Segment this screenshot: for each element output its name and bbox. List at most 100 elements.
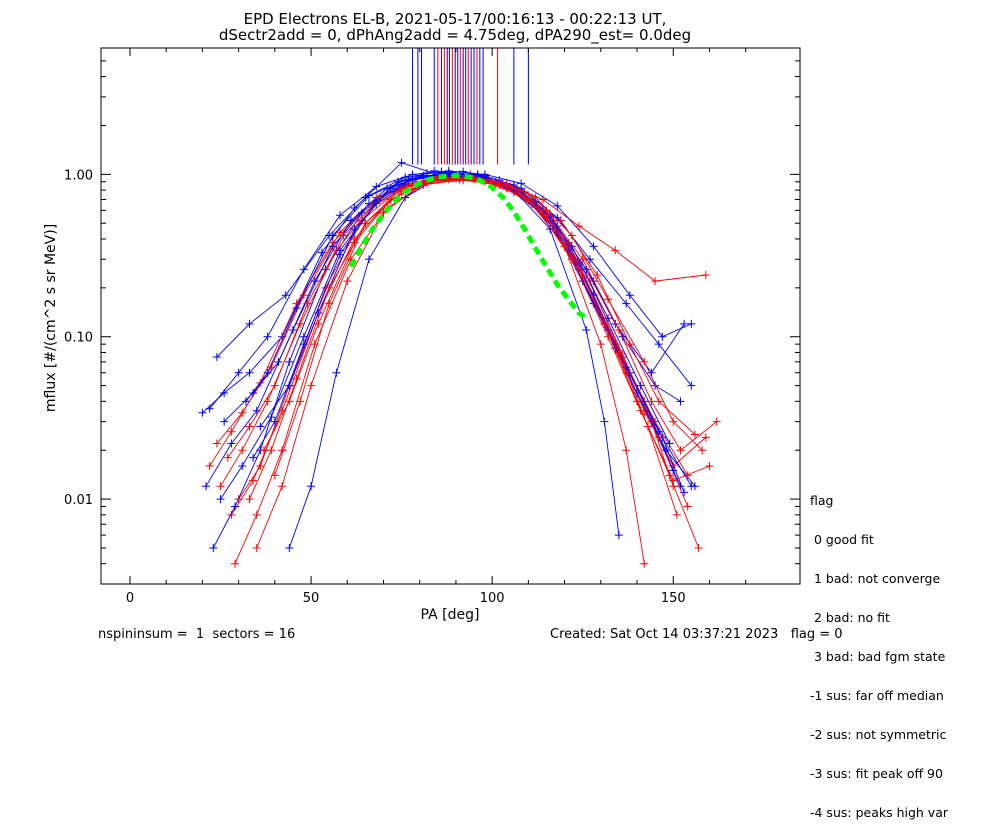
data-point [241,397,250,406]
legend-entry: -2 sus: not symmetric [810,727,947,742]
data-point [430,166,439,175]
data-point [578,255,587,264]
data-point [651,381,660,390]
data-point [433,176,442,185]
data-point [212,439,221,448]
legend-title: flag [810,493,834,508]
data-point [245,422,254,431]
data-point [379,208,388,217]
series-line [252,172,692,458]
data-point [386,184,395,193]
legend-entry: 0 good fit [810,532,874,547]
data-point [604,314,613,323]
data-point [256,422,265,431]
data-point [227,427,236,436]
data-point [506,182,515,191]
data-point [542,206,551,215]
data-point [546,225,555,234]
data-point [669,476,678,485]
data-point [596,340,605,349]
series-7 [227,176,714,519]
series-line [288,175,620,549]
data-point [365,191,374,200]
series-line [209,170,692,410]
data-point [705,461,714,470]
data-point [205,404,214,413]
data-point [209,543,218,552]
data-point [346,216,355,225]
series-17 [252,174,649,568]
data-point [296,397,305,406]
data-point [285,543,294,552]
series-line [263,178,703,451]
data-point [582,326,591,335]
data-point [553,201,562,210]
data-point [238,461,247,470]
y-tick-label: 0.01 [64,493,93,508]
data-point [625,340,634,349]
data-point [625,291,634,300]
data-point [252,510,261,519]
data-point [669,466,678,475]
data-point [698,446,707,455]
data-point [267,446,276,455]
data-point [665,471,674,480]
series-15 [270,172,681,519]
data-point [622,363,631,372]
data-point [372,182,381,191]
series-line [470,175,706,282]
data-point [567,242,576,251]
data-point [647,368,656,377]
data-point [202,482,211,491]
data-point [314,308,323,317]
series-line [209,175,674,487]
data-point [307,381,316,390]
data-point [332,368,341,377]
data-point [292,374,301,383]
data-point [672,510,681,519]
x-tick-label: 100 [480,591,505,606]
data-point [687,482,696,491]
x-tick-label: 50 [303,591,320,606]
data-point [622,446,631,455]
data-point [245,319,254,328]
series-11 [223,173,699,462]
data-point [600,417,609,426]
y-axis-label: mflux [#/(cm^2 s sr MeV)] [43,224,59,412]
data-point [216,495,225,504]
data-point [676,397,685,406]
data-point [231,502,240,511]
series-line [216,172,681,402]
data-point [357,208,366,217]
data-point [299,291,308,300]
chart-subtitle: dSectr2add = 0, dPhAng2add = 4.75deg, dP… [219,26,691,45]
series-18 [249,168,696,462]
data-point [408,170,417,179]
data-point [249,389,258,398]
series-2 [212,168,685,406]
series-13 [231,175,703,568]
data-point [585,255,594,264]
data-point [238,408,247,417]
data-point [343,277,352,286]
data-point [223,453,232,462]
pitch-angle-chart: EPD Electrons EL-B, 2021-05-17/00:16:13 … [43,10,801,623]
footer-left: nspininsum = 1 sectors = 16 [98,627,296,642]
data-point [234,368,243,377]
data-point [216,482,225,491]
data-point [654,340,663,349]
data-point [325,299,334,308]
data-point [263,332,272,341]
chart-title: EPD Electrons EL-B, 2021-05-17/00:16:13 … [244,10,667,28]
data-point [231,559,240,568]
data-point [524,195,533,204]
data-point [687,319,696,328]
legend-entry: 1 bad: not converge [810,571,941,586]
data-point [397,158,406,167]
data-point [328,231,337,240]
data-point [336,228,345,237]
data-point [680,319,689,328]
plot-area [198,48,721,568]
legend-entry: -1 sus: far off median [810,688,944,703]
data-point [480,170,489,179]
